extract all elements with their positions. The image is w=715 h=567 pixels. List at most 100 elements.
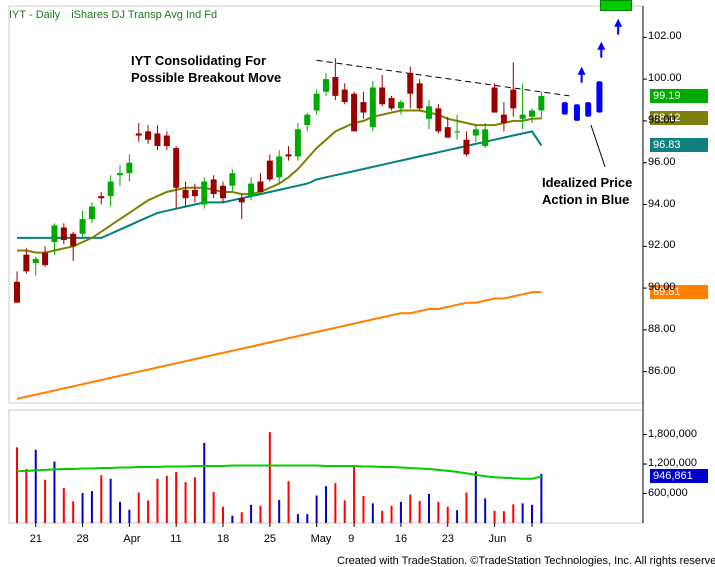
candle-body [463,139,470,155]
x-tick-label: May [310,533,332,545]
candle-body [482,129,489,146]
idealized-annotation-line1: Idealized Price [542,175,633,190]
candle-body [60,227,67,241]
x-tick-label: 28 [76,533,89,545]
candle-body [173,148,180,188]
idealized-annotation: Idealized Price Action in Blue [542,174,632,208]
volume-ma-line [16,464,542,480]
candle-body [220,185,226,199]
x-tick-label: 21 [29,533,42,545]
candle-body [435,108,442,132]
annotation-pointer [590,124,606,168]
candle-body [154,133,161,146]
y-tick-label: 88.00 [648,322,676,335]
x-tick-label: Apr [123,533,141,545]
up-arrow-head [614,18,623,27]
y-tick-label: 100.00 [648,72,682,85]
candle-body [257,181,264,192]
y-tick-label: 92.00 [648,239,676,252]
last-value-badge: 946,861 [650,469,708,484]
projected-candle [561,102,568,115]
x-tick-label: 25 [263,533,277,545]
idealized-annotation-line2: Action in Blue [542,192,630,207]
candle-body [182,189,189,199]
candle-body [23,254,30,272]
last-value-badge: 99.19 [650,89,708,104]
candle-body [79,219,86,234]
consolidation-annotation: IYT Consolidating For Possible Breakout … [131,52,281,86]
candle-body [238,198,245,203]
candle-body [491,87,498,113]
candle-body [294,129,301,157]
projected-candle [596,81,603,113]
candle-body [369,87,376,128]
candle-body [426,106,432,119]
x-tick-label: 18 [217,533,230,545]
candle-body [266,160,273,180]
copyright-footer: Created with TradeStation. ©TradeStation… [337,555,715,567]
candle-body [360,102,367,113]
y-tick-label: 102.00 [648,30,682,43]
candle-body [510,89,517,109]
x-tick-label: 11 [170,533,182,545]
last-value-badge: 96.83 [650,138,708,153]
candle-body [379,87,386,105]
x-tick-label: Jun [488,533,507,545]
candle-body [323,79,329,92]
candle-body [201,181,208,205]
y-tick-label: 94.00 [648,197,676,210]
candle-body [304,114,311,126]
candle-body [416,83,423,109]
candle-body [500,114,507,124]
candle-body [117,173,123,176]
chart-title: IYT - Daily iShares DJ Transp Avg Ind Fd [9,9,225,21]
y-tick-label: 98.00 [648,113,676,126]
candle-body [98,196,105,199]
volume-tick-label: 600,000 [648,486,688,499]
candle-body [444,127,451,138]
x-tick-label: 16 [394,533,408,545]
candle-body [229,173,236,186]
candle-body [163,135,170,146]
x-tick-label: 9 [348,533,355,545]
ma-long-line [16,291,542,400]
y-tick-label: 86.00 [648,364,676,377]
candle-body [529,110,535,117]
y-tick-label: 90.00 [648,281,676,294]
x-tick-label: 6 [526,533,533,545]
volume-tick-label: 1,200,000 [648,457,697,470]
candle-body [191,189,198,197]
resistance-trendline [316,59,570,97]
candle-body [276,156,283,178]
candle-body [32,258,39,264]
candle-body [88,206,95,220]
top-indicator [600,0,632,11]
up-arrow-head [597,41,606,50]
candle-body [42,252,49,266]
candle-body [70,233,77,247]
y-tick-label: 96.00 [648,155,676,168]
candle-body [107,181,114,197]
candle-body [126,162,133,174]
candle-body [248,183,255,197]
ma-mid-line [17,130,543,239]
chart-instrument-name: iShares DJ Transp Avg Ind Fd [71,9,218,21]
last-value-badge: 98.12 [650,111,708,126]
candle-body [14,281,20,303]
candle-body [538,95,545,111]
candle-body [341,89,348,103]
candle-body [285,154,292,157]
candle-body [519,114,526,119]
candle-body [313,93,320,111]
chart-symbol: IYT - Daily [9,9,61,21]
candle-body [454,131,461,133]
candle-body [145,131,152,140]
candle-body [135,133,142,136]
candle-body [397,102,404,109]
up-arrow-head [577,66,586,75]
candle-body [332,77,339,96]
x-tick-label: 23 [441,533,454,545]
candle-body [472,129,479,136]
candle-body [51,225,58,243]
